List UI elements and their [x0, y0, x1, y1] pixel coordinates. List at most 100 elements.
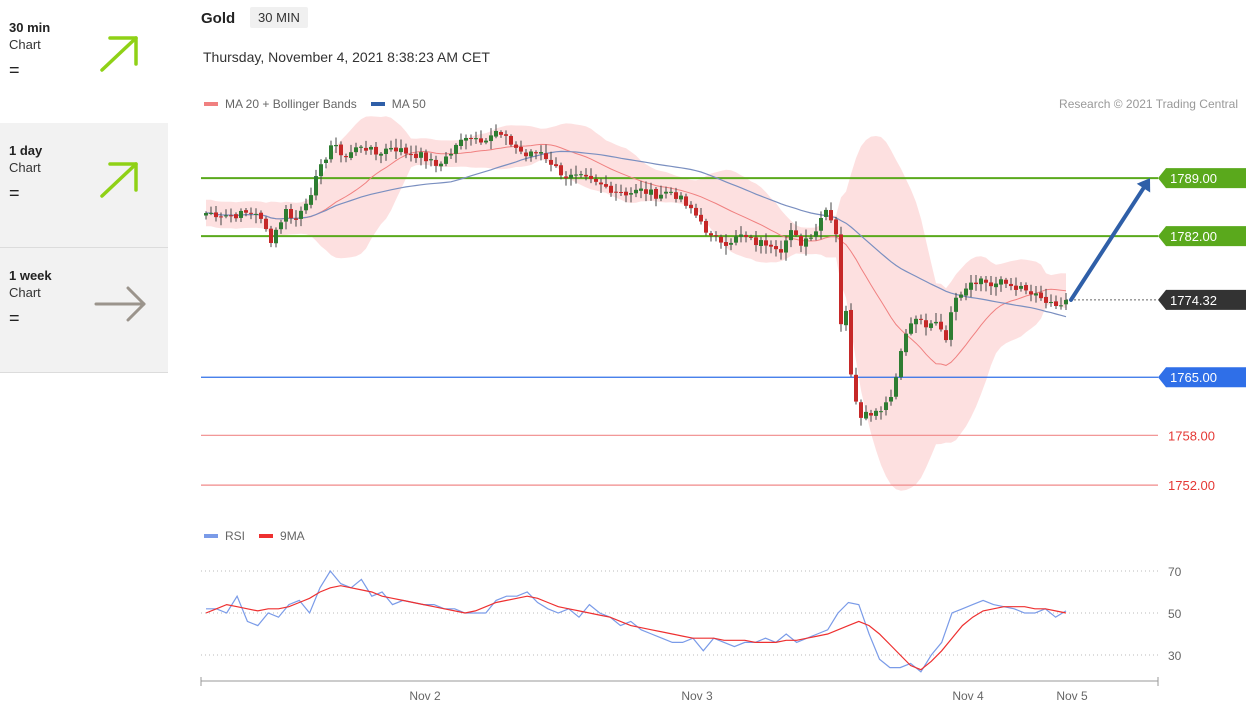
- candle-body: [594, 178, 598, 182]
- timeframe-1day-item[interactable]: 1 day Chart =: [0, 123, 168, 248]
- candle-body: [519, 146, 523, 152]
- candle-body: [754, 237, 758, 246]
- candle-body: [449, 154, 453, 156]
- candle-body: [334, 144, 338, 147]
- candle-body: [509, 135, 513, 145]
- candle-body: [954, 297, 958, 312]
- timeframe-status: =: [9, 183, 20, 203]
- candle-body: [899, 351, 903, 378]
- candle-body: [944, 330, 948, 341]
- candle-body: [589, 175, 593, 179]
- candle-body: [424, 152, 428, 162]
- candle-body: [319, 164, 323, 177]
- candle-body: [1029, 291, 1033, 295]
- candle-body: [739, 234, 743, 237]
- candle-body: [204, 213, 208, 216]
- candle-body: [234, 214, 238, 219]
- candle-body: [879, 411, 883, 413]
- candle-body: [849, 309, 853, 375]
- candle-body: [219, 216, 223, 218]
- candle-body: [939, 321, 943, 330]
- level-label: 1782.00: [1170, 229, 1217, 244]
- candle-body: [564, 176, 568, 179]
- forecast-arrow-head: [1136, 178, 1151, 193]
- timeframe-status: =: [9, 60, 20, 80]
- arrow-up-right-icon: [100, 36, 138, 72]
- timeframe-name: 30 min: [9, 20, 51, 35]
- candle-body: [394, 147, 398, 152]
- candle-body: [814, 231, 818, 237]
- candle-body: [779, 249, 783, 253]
- level-label-tag: [1158, 168, 1246, 189]
- candle-body: [694, 207, 698, 216]
- candle-body: [639, 188, 643, 191]
- candle-body: [654, 188, 658, 199]
- candle-body: [699, 214, 703, 222]
- candle-body: [1004, 279, 1008, 284]
- candle-body: [794, 230, 798, 235]
- candle-body: [289, 209, 293, 219]
- candle-body: [344, 156, 348, 158]
- candle-body: [419, 152, 423, 158]
- candle-body: [1014, 285, 1018, 290]
- candle-body: [544, 153, 548, 160]
- rsi-legend: RSI 9MA: [204, 529, 305, 543]
- timeframe-name: 1 week: [9, 268, 52, 283]
- candle-body: [609, 185, 613, 193]
- candle-body: [619, 192, 623, 194]
- level-label: 1774.32: [1170, 293, 1217, 308]
- candle-body: [709, 233, 713, 236]
- candle-body: [414, 153, 418, 159]
- candle-body: [409, 154, 413, 156]
- candle-body: [769, 244, 773, 247]
- candle-body: [669, 191, 673, 193]
- rsi-swatch: [204, 534, 218, 538]
- ma50-swatch: [370, 102, 385, 106]
- timeframe-1week-item[interactable]: 1 week Chart =: [0, 248, 168, 373]
- rsi-panel: 70 50 30: [201, 565, 1182, 673]
- candle-body: [354, 147, 358, 153]
- candle-body: [249, 212, 253, 214]
- candle-body: [804, 238, 808, 247]
- candle-body: [1059, 305, 1063, 307]
- candle-body: [569, 174, 573, 179]
- candle-body: [284, 209, 288, 222]
- candle-body: [894, 377, 898, 397]
- candle-body: [684, 196, 688, 206]
- ma20-legend-label: MA 20 + Bollinger Bands: [225, 97, 357, 111]
- time-axis: Nov 2 Nov 3 Nov 4 Nov 5: [200, 677, 1159, 703]
- candle-body: [574, 174, 578, 176]
- candle-body: [674, 192, 678, 199]
- candle-body: [869, 413, 873, 416]
- timeframe-30min-item[interactable]: 30 min Chart =: [0, 0, 168, 124]
- candle-body: [744, 234, 748, 238]
- arrow-right-icon: [94, 286, 146, 322]
- candle-body: [919, 318, 923, 320]
- level-label: 1758.00: [1168, 428, 1215, 443]
- rsi-tick-label: 30: [1168, 649, 1182, 663]
- arrow-up-right-icon: [100, 162, 138, 198]
- candle-body: [374, 146, 378, 155]
- candle-body: [649, 189, 653, 195]
- candle-body: [469, 137, 473, 139]
- candle-body: [889, 397, 893, 402]
- candle-body: [524, 152, 528, 157]
- candle-body: [434, 159, 438, 166]
- instrument-title: Gold: [201, 10, 236, 27]
- candle-body: [989, 282, 993, 287]
- candle-body: [844, 310, 848, 326]
- candle-body: [604, 184, 608, 187]
- level-label-tag: [1158, 226, 1246, 247]
- candle-body: [854, 374, 858, 402]
- candle-body: [579, 174, 583, 176]
- candle-body: [644, 189, 648, 194]
- candle-body: [444, 156, 448, 164]
- candle-body: [614, 191, 618, 193]
- x-tick-label: Nov 2: [409, 689, 441, 703]
- candle-body: [279, 222, 283, 230]
- candle-body: [584, 174, 588, 177]
- candle-body: [629, 193, 633, 195]
- candle-body: [529, 151, 533, 157]
- candle-body: [229, 215, 233, 217]
- candle-body: [479, 138, 483, 143]
